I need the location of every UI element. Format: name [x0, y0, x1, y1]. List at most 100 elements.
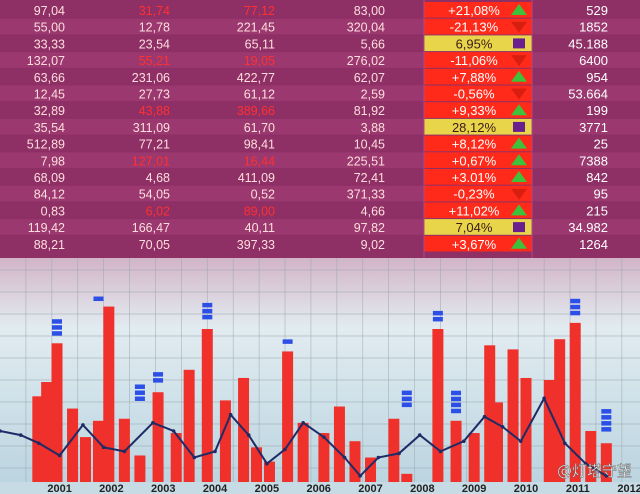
board-row: 119,42 166,47 40,11 97,82 7,04% 34.982	[0, 219, 640, 235]
line-point	[397, 451, 401, 456]
board-cell: 23,54	[139, 37, 170, 51]
trend-up-icon	[511, 204, 527, 216]
change-value: 6,95%	[456, 36, 493, 51]
board-cell: 70,05	[139, 238, 170, 252]
bar	[297, 422, 309, 482]
x-tick-label: 2001	[47, 483, 71, 494]
change-value: +0,67%	[452, 153, 497, 168]
board-cell: 119,42	[28, 221, 65, 235]
board-row: 12,45 27,73 61,12 2,59 -0,56% 53.664	[0, 85, 640, 102]
change-cell	[424, 102, 532, 118]
change-cell	[424, 169, 532, 185]
marker-block	[451, 390, 462, 396]
board-cell: 61,70	[244, 121, 275, 135]
last-value: 53.664	[568, 87, 608, 102]
board-cell: 19,05	[244, 54, 275, 68]
board-cell: 0,83	[41, 204, 65, 218]
board-cell: 422,77	[237, 71, 275, 85]
change-value: 28,12%	[452, 120, 497, 135]
bar	[491, 402, 503, 482]
line-point	[246, 433, 251, 437]
change-cell	[424, 135, 532, 152]
bar	[92, 420, 104, 482]
change-value: -11,06%	[450, 53, 498, 68]
line-point	[376, 455, 381, 460]
line-point	[482, 414, 487, 419]
board-cell: 32,89	[34, 104, 65, 118]
change-value: -0,56%	[453, 87, 495, 102]
row-band	[0, 169, 640, 185]
line-point	[563, 441, 567, 446]
board-row: 68,09 4,68 411,09 72,41 +3.01% 842	[0, 169, 640, 185]
board-cell: 389,66	[237, 104, 275, 118]
row-band	[0, 202, 640, 219]
last-value: 7388	[579, 153, 608, 168]
marker-block	[401, 396, 412, 402]
board-cell: 33,33	[34, 37, 65, 51]
row-band	[0, 219, 640, 235]
bar	[219, 400, 231, 482]
row-band	[0, 235, 640, 252]
board-cell: 43,88	[139, 104, 170, 118]
marker-block	[432, 316, 443, 322]
trend-flat-icon	[513, 121, 525, 132]
board-cell: 97,82	[354, 221, 385, 235]
line-point	[322, 435, 326, 439]
change-cell	[424, 185, 532, 202]
change-cell	[424, 85, 532, 102]
marker-block	[134, 396, 145, 401]
line-point	[0, 429, 2, 433]
bar	[333, 406, 345, 482]
trend-down-icon	[511, 55, 527, 67]
line-point	[542, 396, 546, 401]
change-value: 7,04%	[456, 220, 493, 235]
board-cell: 97,04	[34, 4, 65, 18]
trend-up-icon	[511, 237, 527, 249]
line-point	[438, 449, 443, 454]
marker-block	[401, 402, 412, 408]
board-row: 7,98 127,01 16,44 225,51 +0,67% 7388	[0, 152, 640, 168]
line-point	[228, 412, 233, 417]
trend-up-icon	[511, 70, 527, 82]
trend-up-icon	[511, 171, 527, 182]
trend-down-icon	[511, 188, 527, 200]
marker-block	[202, 314, 213, 320]
last-value: 215	[586, 203, 608, 218]
row-band	[0, 18, 640, 35]
bar	[263, 461, 275, 482]
line-point	[500, 425, 505, 429]
marker-block	[601, 415, 612, 420]
change-cell	[424, 2, 532, 18]
last-value: 1852	[579, 20, 608, 35]
board-cell: 166,47	[132, 221, 170, 235]
marker-block	[202, 302, 213, 308]
line-point	[18, 433, 23, 437]
line-point	[462, 439, 466, 444]
row-band	[0, 52, 640, 68]
bar	[468, 433, 480, 482]
price-board: 97,04 31,74 77,12 83,00 +21,08% 529 55,00 12,78…	[0, 0, 640, 258]
line-point	[417, 433, 422, 437]
bar	[569, 322, 581, 482]
marker-block	[570, 304, 581, 310]
marker-block	[153, 372, 164, 377]
row-band	[0, 85, 640, 102]
line-point	[342, 455, 347, 460]
bar	[543, 380, 555, 482]
bar	[388, 418, 400, 482]
board-row: 84,12 54,05 0,52 371,33 -0,23% 95	[0, 185, 640, 202]
board-cell: 98,41	[244, 138, 275, 152]
x-tick-label: 2003	[151, 483, 175, 494]
row-band	[0, 68, 640, 85]
row-band	[0, 2, 640, 18]
trend-down-icon	[511, 21, 527, 33]
board-cell: 81,92	[354, 104, 385, 118]
trend-up-icon	[511, 4, 527, 15]
bar	[134, 455, 146, 482]
change-cell	[424, 118, 532, 135]
marker-block	[52, 319, 63, 324]
x-tick-label: 2012	[617, 483, 640, 494]
x-axis-band	[0, 482, 640, 494]
board-cell: 72,41	[354, 171, 385, 185]
